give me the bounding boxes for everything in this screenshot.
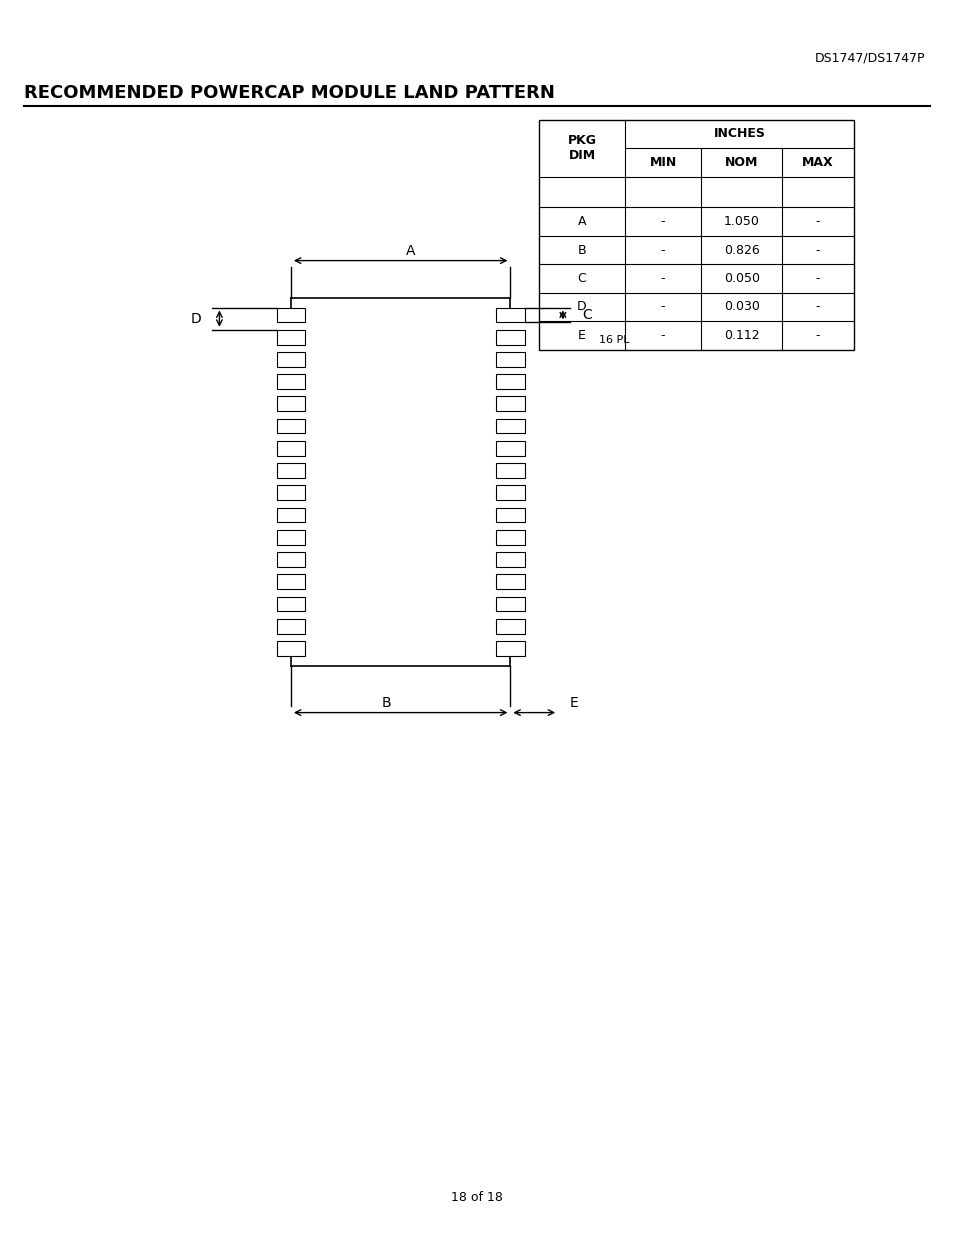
Bar <box>496 396 524 411</box>
Bar <box>496 374 524 389</box>
Bar <box>496 574 524 589</box>
Bar <box>276 308 305 322</box>
Bar <box>496 508 524 522</box>
Bar <box>276 574 305 589</box>
Text: DS1747/DS1747P: DS1747/DS1747P <box>814 52 924 65</box>
Bar <box>276 485 305 500</box>
Bar <box>496 308 524 322</box>
Bar <box>276 552 305 567</box>
Bar <box>496 485 524 500</box>
Text: -: - <box>660 329 664 342</box>
Text: 0.826: 0.826 <box>723 243 759 257</box>
Bar <box>496 619 524 634</box>
Bar <box>276 441 305 456</box>
Bar <box>276 463 305 478</box>
Text: RECOMMENDED POWERCAP MODULE LAND PATTERN: RECOMMENDED POWERCAP MODULE LAND PATTERN <box>24 84 554 103</box>
Bar <box>496 552 524 567</box>
Bar <box>496 641 524 656</box>
Text: -: - <box>815 215 820 228</box>
Bar <box>276 597 305 611</box>
Bar <box>276 374 305 389</box>
Text: 1.050: 1.050 <box>723 215 759 228</box>
Text: A: A <box>578 215 585 228</box>
Text: -: - <box>660 243 664 257</box>
Bar <box>276 396 305 411</box>
Text: -: - <box>660 215 664 228</box>
Text: E: E <box>578 329 585 342</box>
Text: -: - <box>815 329 820 342</box>
Bar <box>496 463 524 478</box>
Text: 18 of 18: 18 of 18 <box>451 1191 502 1204</box>
Bar <box>276 508 305 522</box>
Text: MIN: MIN <box>649 156 676 169</box>
Text: INCHES: INCHES <box>713 127 764 141</box>
Text: -: - <box>815 243 820 257</box>
Bar <box>276 641 305 656</box>
Text: C: C <box>581 308 591 322</box>
Text: 0.112: 0.112 <box>723 329 759 342</box>
Bar <box>496 352 524 367</box>
Text: -: - <box>815 300 820 314</box>
Bar <box>276 530 305 545</box>
Bar <box>496 441 524 456</box>
Bar <box>538 120 853 350</box>
Text: 16 PL: 16 PL <box>598 335 629 345</box>
Text: NOM: NOM <box>724 156 758 169</box>
Text: D: D <box>577 300 586 314</box>
Bar <box>276 352 305 367</box>
Bar <box>496 330 524 345</box>
Text: D: D <box>190 311 201 326</box>
Text: PKG
DIM: PKG DIM <box>567 135 596 162</box>
Text: 0.050: 0.050 <box>723 272 759 285</box>
Text: B: B <box>577 243 586 257</box>
Bar <box>496 597 524 611</box>
Text: E: E <box>569 695 578 710</box>
Text: -: - <box>660 300 664 314</box>
Bar <box>276 419 305 433</box>
Text: -: - <box>815 272 820 285</box>
Bar <box>276 619 305 634</box>
Text: MAX: MAX <box>801 156 833 169</box>
Text: -: - <box>660 272 664 285</box>
Text: B: B <box>381 695 391 710</box>
Text: 0.030: 0.030 <box>723 300 759 314</box>
Bar <box>496 530 524 545</box>
Bar <box>496 419 524 433</box>
Text: A: A <box>405 243 415 258</box>
Text: C: C <box>577 272 586 285</box>
Bar <box>276 330 305 345</box>
